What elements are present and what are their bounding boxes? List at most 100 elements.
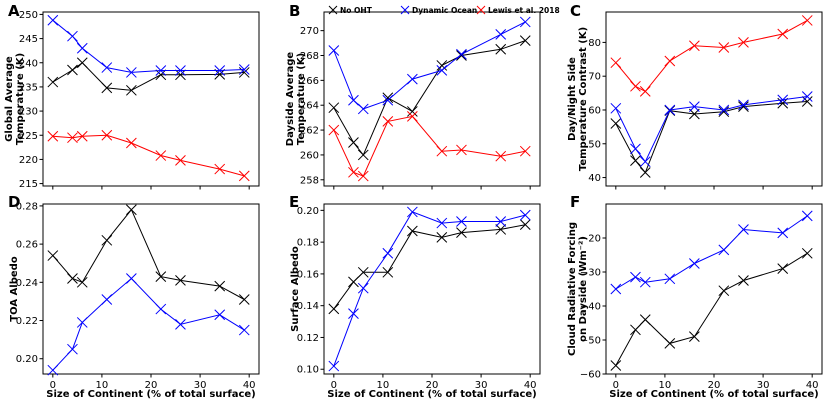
y-tick-label: −60 <box>580 370 601 381</box>
data-point <box>407 225 418 237</box>
series-no-oht <box>328 219 531 315</box>
data-point <box>175 155 186 166</box>
y-tick-label: 80 <box>588 38 601 49</box>
series-lewis-et-al-2018 <box>610 15 813 97</box>
series-line <box>333 115 526 177</box>
panel-a: A 215 220 225 230 235 240 245 250 Global Average T… <box>4 2 260 190</box>
data-point <box>519 16 531 28</box>
data-point <box>436 232 448 243</box>
data-point <box>155 271 167 282</box>
series-dynamic-ocean <box>610 91 813 168</box>
data-point <box>630 324 641 336</box>
data-point <box>175 318 186 330</box>
series-dynamic-ocean <box>328 16 531 115</box>
panel-letter: E <box>289 193 299 211</box>
data-point <box>407 206 418 218</box>
y-tick-label: 40 <box>588 173 601 184</box>
data-point <box>67 273 78 284</box>
x-tick-label: 40 <box>806 380 819 391</box>
data-point <box>718 42 730 53</box>
data-point <box>801 247 813 259</box>
data-point <box>495 150 507 162</box>
data-point <box>610 360 622 371</box>
data-point <box>348 308 359 319</box>
data-point <box>519 145 531 157</box>
x-tick-label: 20 <box>426 380 439 391</box>
y-tick-label: 245 <box>19 34 38 45</box>
data-point <box>348 94 359 106</box>
y-tick-label: 0.18 <box>297 238 319 249</box>
x-tick-label: 40 <box>243 380 256 391</box>
data-point <box>689 331 700 342</box>
plot-frame <box>323 11 541 187</box>
data-point <box>382 266 394 278</box>
data-point <box>456 144 467 156</box>
plot-frame <box>605 203 823 375</box>
data-point <box>238 67 250 78</box>
data-point <box>67 30 78 42</box>
data-point <box>801 91 813 102</box>
data-point <box>801 210 813 222</box>
data-point <box>436 217 448 229</box>
data-point <box>155 303 167 315</box>
y-tick-label: 230 <box>19 107 38 118</box>
data-point <box>777 227 789 239</box>
data-point <box>639 314 651 325</box>
data-point <box>47 364 59 376</box>
y-tick-label: 0.28 <box>16 201 38 212</box>
data-point <box>214 309 226 321</box>
data-point <box>610 102 622 114</box>
x-tick-label: 10 <box>377 380 390 391</box>
data-point <box>382 94 394 106</box>
data-point <box>495 29 507 40</box>
data-point <box>101 82 113 94</box>
y-tick-label: 0.20 <box>297 206 319 217</box>
data-point <box>689 101 700 112</box>
data-point <box>175 275 186 286</box>
y-axis-label: Global Average <box>4 56 15 142</box>
data-point <box>664 338 676 349</box>
data-point <box>155 65 167 76</box>
data-point <box>630 80 641 92</box>
series-dynamic-ocean <box>47 14 250 78</box>
data-point <box>777 94 789 106</box>
data-point <box>495 216 507 227</box>
series-dynamic-ocean <box>610 210 813 295</box>
data-point <box>155 150 167 161</box>
y-tick-label: 0.14 <box>297 301 319 312</box>
y-tick-label: 268 <box>300 51 319 62</box>
data-point <box>738 224 749 235</box>
x-tick-label: 20 <box>145 380 158 391</box>
data-point <box>348 137 359 148</box>
data-point <box>456 216 467 227</box>
data-point <box>519 35 531 46</box>
y-tick-label: 60 <box>588 105 601 116</box>
panel-e: E 0 10 20 30 40 0.10 0.12 0.14 0.16 0.18 0.20 Surfac… <box>289 193 541 400</box>
legend-label: No OHT <box>340 6 373 15</box>
series-line <box>333 21 526 110</box>
y-tick-label: −20 <box>580 234 601 245</box>
y-tick-label: 0.22 <box>16 316 38 327</box>
panel-letter: B <box>289 2 300 20</box>
data-point <box>357 266 369 278</box>
data-point <box>357 149 369 161</box>
data-point <box>238 64 250 75</box>
data-point <box>328 45 340 56</box>
y-axis-label: Temperature (K) <box>15 53 26 145</box>
series-lewis-et-al-2018 <box>328 111 531 182</box>
data-point <box>328 303 340 315</box>
x-tick-label: 0 <box>331 380 337 391</box>
data-point <box>495 43 507 55</box>
data-point <box>382 116 394 127</box>
data-point <box>718 106 730 118</box>
panel-c: C 40 50 60 70 80 Day/Night Side Temperature Con… <box>567 2 823 190</box>
y-tick-label: −50 <box>580 336 601 347</box>
data-point <box>738 275 749 286</box>
y-tick-label: 215 <box>19 179 38 190</box>
y-axis-label: Dayside Average <box>285 52 296 147</box>
plot-frame <box>42 11 260 187</box>
data-point <box>76 57 88 69</box>
series-no-oht <box>47 204 250 305</box>
data-point <box>610 57 622 69</box>
